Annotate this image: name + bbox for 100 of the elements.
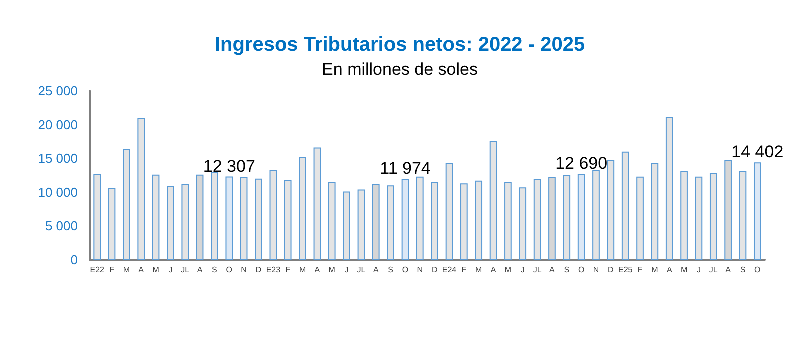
bar [563,176,571,260]
x-tick-label: D [608,266,614,274]
bar [211,172,218,260]
bar [534,180,542,260]
bar [592,170,600,260]
bar [182,184,190,260]
x-tick-label: N [593,266,600,274]
bar [724,160,732,260]
x-tick-label: D [432,266,438,274]
bar [710,173,718,260]
bar [358,190,366,260]
x-tick-label: M [504,266,512,274]
data-label: 12 690 [556,154,608,174]
bar [328,182,336,260]
bar [196,174,204,260]
data-label: 11 974 [380,159,431,178]
x-tick-label: A [666,266,673,274]
bar [651,163,659,260]
x-tick-label: A [490,266,497,274]
x-tick-label: F [110,266,115,274]
bar [695,176,703,260]
x-tick-label: JL [357,266,366,274]
x-tick-label: E24 [442,266,458,274]
x-tick-label: J [344,266,349,274]
bar [270,170,278,260]
y-tick-label: 0 [70,252,78,268]
bar [739,171,747,260]
x-tick-label: E22 [90,266,106,274]
bar [343,192,350,260]
x-tick-label: A [550,266,556,274]
x-tick-label: JL [709,266,718,274]
x-tick-label: JL [533,266,542,274]
bar [475,180,483,260]
bar [416,176,424,260]
bar [152,174,160,260]
bar [446,163,454,260]
bar [240,178,248,260]
x-tick-label: M [123,266,130,274]
x-tick-label: S [740,266,746,274]
x-tick-label: M [328,266,336,274]
x-tick-label: F [462,266,467,274]
bar [636,176,644,260]
x-tick-label: A [197,266,204,274]
bar [504,182,512,260]
bar [519,188,527,260]
bar [431,182,439,260]
bar [138,118,146,260]
x-tick-label: M [680,266,688,274]
chart-subtitle: En millones de soles [322,60,478,79]
bar [548,178,556,260]
x-tick-label: M [299,266,306,274]
x-tick-label: N [241,266,248,274]
x-tick-label: A [726,266,732,274]
bar [108,188,116,260]
x-tick-label: J [696,266,701,274]
chart-title: Ingresos Tributarios netos: 2022 - 2025 [214,34,586,56]
bar [666,117,674,260]
x-tick-label: F [638,266,643,274]
y-tick-label: 10 000 [38,184,78,200]
bar [622,152,630,260]
x-tick-label: A [373,266,380,274]
x-tick-label: M [476,266,483,274]
bar [314,148,322,260]
x-tick-label: O [226,266,233,274]
bar [460,184,468,260]
x-tick-label: N [417,266,424,274]
data-label: 14 402 [732,142,784,162]
bar [754,162,762,260]
x-tick-label: O [578,266,585,274]
bar [255,178,262,260]
bar [372,184,380,260]
x-tick-label: S [212,266,218,274]
x-tick-label: M [152,266,160,274]
y-tick-label: 15 000 [38,151,78,166]
x-tick-label: D [256,266,262,274]
y-tick-label: 20 000 [38,117,78,132]
bar [402,179,410,260]
x-tick-label: M [652,266,659,274]
data-label: 12 307 [203,156,256,176]
bar [167,186,174,260]
x-tick-label: F [286,266,291,274]
bar [578,174,586,260]
x-tick-label: J [520,266,525,274]
bar [490,141,498,260]
bar [387,186,394,260]
x-tick-label: J [168,266,173,274]
bar [226,176,234,260]
x-tick-label: S [564,266,570,274]
bar [123,149,130,260]
bar [94,174,102,260]
x-tick-label: A [138,266,145,274]
bar [680,171,688,260]
x-tick-label: E25 [618,266,634,274]
bar [299,157,306,260]
x-tick-label: O [402,266,409,274]
x-tick-label: E23 [266,266,282,274]
bar [607,160,615,260]
x-tick-label: S [388,266,394,274]
x-tick-label: JL [181,266,190,274]
bar [284,180,292,260]
